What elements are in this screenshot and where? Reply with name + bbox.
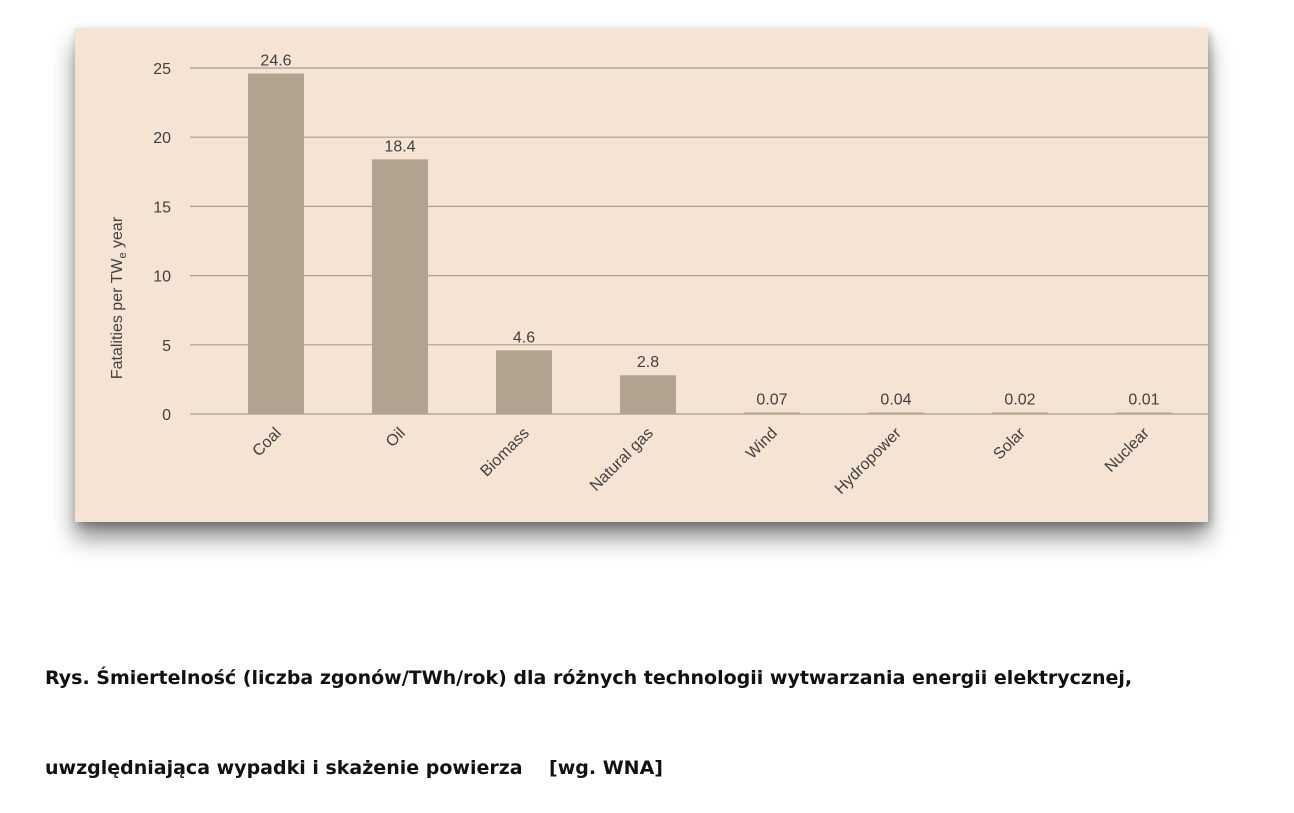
data-label: 4.6 bbox=[513, 329, 535, 346]
data-label: 0.07 bbox=[756, 392, 787, 409]
bar-biomass bbox=[496, 350, 552, 414]
data-labels: 24.6 18.4 4.6 2.8 0.07 0.04 0.02 0.01 bbox=[260, 53, 1159, 409]
bar-coal bbox=[248, 73, 304, 414]
x-tick-label: Oil bbox=[383, 425, 409, 451]
gridlines bbox=[190, 67, 1208, 415]
bar-chart: 0 5 10 15 20 25 24.6 18.4 4.6 2.8 0.07 0.04 0.02 0.0… bbox=[109, 53, 1208, 498]
y-tick-label: 0 bbox=[162, 407, 171, 424]
chart-panel: 0 5 10 15 20 25 24.6 18.4 4.6 2.8 0.07 0.04 0.02 0.0… bbox=[75, 28, 1208, 522]
bar-hydropower bbox=[868, 412, 924, 414]
y-axis-title: Fatalities per TWe year bbox=[109, 216, 129, 379]
category-labels: Coal Oil Biomass Natural gas Wind Hydropower S… bbox=[250, 424, 1154, 497]
y-tick-labels: 0 5 10 15 20 25 bbox=[153, 61, 171, 424]
x-tick-label: Nuclear bbox=[1102, 424, 1153, 475]
x-tick-label: Solar bbox=[990, 424, 1029, 463]
bar-solar bbox=[992, 412, 1048, 414]
bars bbox=[248, 73, 1172, 414]
y-tick-label: 25 bbox=[153, 61, 171, 78]
x-tick-label: Natural gas bbox=[587, 425, 657, 495]
y-axis-title-subscript: e bbox=[117, 252, 129, 258]
data-label: 0.02 bbox=[1004, 392, 1035, 409]
data-label: 18.4 bbox=[384, 138, 415, 155]
bar-oil bbox=[372, 159, 428, 414]
y-axis-title-suffix: year bbox=[109, 216, 126, 252]
bar-nuclear bbox=[1116, 412, 1172, 414]
caption-line-2: uwzględniająca wypadki i skażenie powier… bbox=[45, 757, 663, 779]
data-label: 0.01 bbox=[1128, 392, 1159, 409]
data-label: 2.8 bbox=[637, 354, 659, 371]
x-tick-label: Wind bbox=[743, 425, 781, 463]
x-tick-label: Biomass bbox=[477, 425, 532, 480]
data-label: 0.04 bbox=[880, 392, 911, 409]
y-axis-title-main: Fatalities per TW bbox=[109, 258, 126, 380]
bar-natural-gas bbox=[620, 375, 676, 414]
x-tick-label: Coal bbox=[250, 425, 285, 460]
y-tick-label: 10 bbox=[153, 269, 171, 286]
y-tick-label: 5 bbox=[162, 338, 171, 355]
data-label: 24.6 bbox=[260, 53, 291, 70]
y-tick-label: 20 bbox=[153, 130, 171, 147]
y-tick-label: 15 bbox=[153, 199, 171, 216]
bar-wind bbox=[744, 412, 800, 414]
caption-line-1: Rys. Śmiertelność (liczba zgonów/TWh/rok… bbox=[45, 667, 1133, 689]
x-tick-label: Hydropower bbox=[832, 424, 905, 497]
figure-caption: Rys. Śmiertelność (liczba zgonów/TWh/rok… bbox=[45, 603, 1275, 813]
